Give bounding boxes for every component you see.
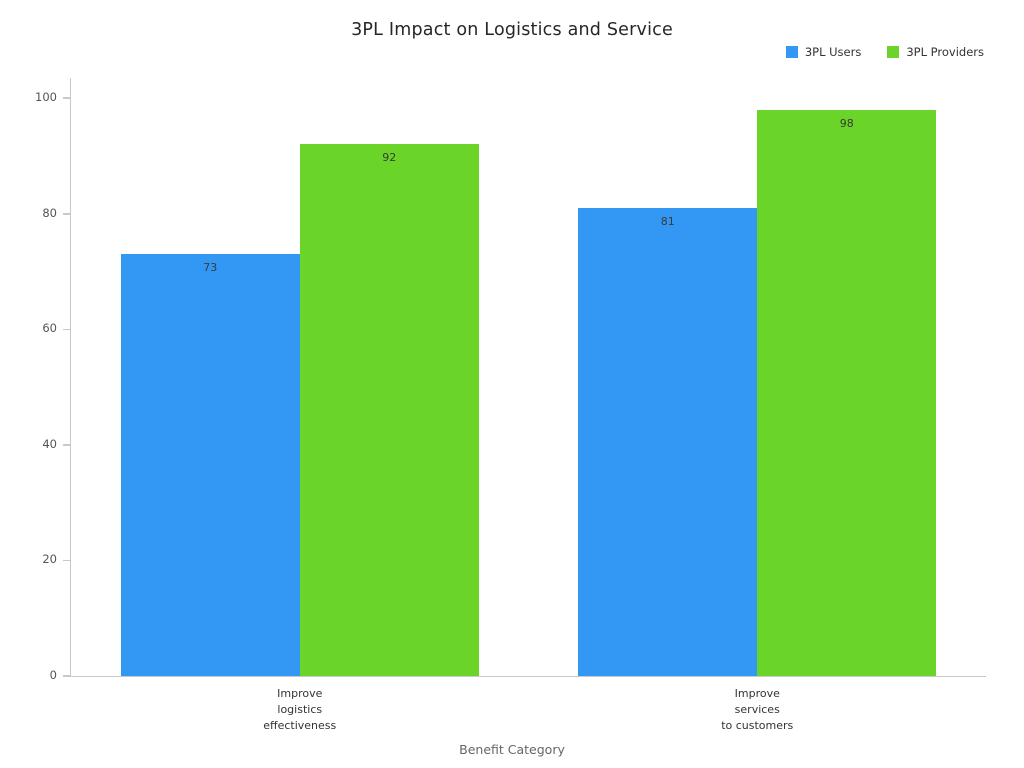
legend: 3PL Users 3PL Providers <box>785 45 984 59</box>
legend-swatch-3pl-providers <box>887 46 900 58</box>
y-tick-label: 0 <box>49 668 57 682</box>
bar-value-label: 92 <box>382 151 397 165</box>
y-tick-label: 20 <box>42 552 57 567</box>
x-axis-label: Benefit Category <box>459 742 565 757</box>
bar-value-label: 98 <box>839 116 854 130</box>
legend-label-3pl-providers: 3PL Providers <box>906 45 984 59</box>
bar <box>757 109 937 676</box>
y-tick <box>63 675 71 677</box>
y-tick <box>63 559 71 562</box>
y-tick <box>63 444 71 446</box>
bar-value-label: 81 <box>660 215 675 228</box>
y-tick-label: 60 <box>42 321 57 336</box>
x-tick-label: Improve logistics effectiveness <box>263 687 337 732</box>
legend-swatch-3pl-users <box>785 46 798 58</box>
y-tick-label: 80 <box>42 205 57 220</box>
bar-value-label: 73 <box>203 261 218 275</box>
y-tick-label: 100 <box>35 90 57 105</box>
chart-title: 3PL Impact on Logistics and Service <box>351 20 673 40</box>
x-tick-label: Improve services to customers <box>721 687 794 732</box>
legend-label-3pl-users: 3PL Users <box>804 45 862 59</box>
legend-item-3pl-users: 3PL Users <box>785 45 862 59</box>
plot-area: 0 20 40 60 80 100 73 81 92 98 Improve logistics ef… <box>35 78 986 732</box>
y-tick <box>63 97 71 99</box>
y-tick <box>63 213 71 215</box>
bar <box>120 254 300 676</box>
bar <box>299 144 479 676</box>
bar <box>578 208 758 676</box>
y-tick <box>63 328 71 331</box>
y-tick-label: 40 <box>42 436 57 451</box>
legend-item-3pl-providers: 3PL Providers <box>887 45 984 59</box>
